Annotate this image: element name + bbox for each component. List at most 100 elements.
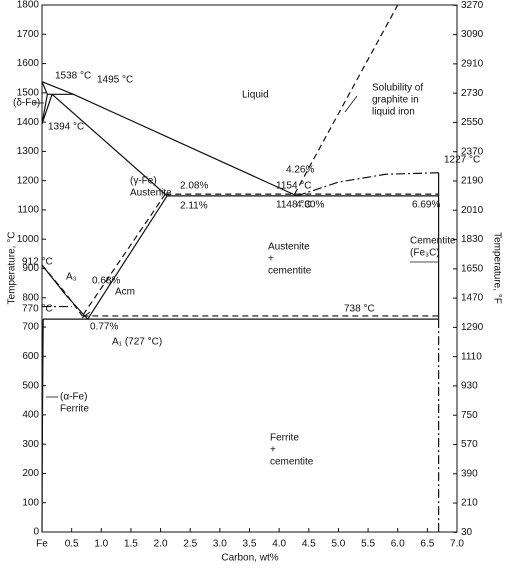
annotation: Ferrite — [270, 433, 299, 444]
annotation: Liquid — [242, 90, 269, 101]
y2-tick-label: 1110 — [461, 351, 482, 362]
x-tick-label: 2.0 — [154, 539, 168, 550]
annotation: 4.26% — [286, 165, 314, 176]
y-tick-label: 1400 — [17, 117, 40, 128]
annotation: 1495 °C — [97, 75, 133, 86]
y2-tick-label: 930 — [461, 381, 478, 392]
x-tick-label: 5.0 — [331, 539, 345, 550]
phase-boundary — [41, 94, 48, 124]
y-tick-label: 400 — [22, 410, 39, 421]
phase-boundary — [294, 4, 399, 195]
x-tick-label: 6.0 — [391, 539, 405, 550]
annotation: 1154 °C — [276, 181, 312, 192]
y2-tick-label: 30 — [461, 527, 473, 538]
annotation: 738 °C — [344, 304, 375, 315]
y-tick-label: 700 — [22, 322, 39, 333]
annotation: 2.11% — [180, 201, 208, 212]
y2-tick-label: 2190 — [461, 176, 484, 187]
y-tick-label: 1200 — [17, 175, 40, 186]
annotation: (γ-Fe) — [130, 176, 157, 187]
annotation: 1394 °C — [48, 122, 84, 133]
annotation: Ferrite — [60, 404, 89, 415]
y2-tick-label: 210 — [461, 498, 478, 509]
annotation: 1148 °C — [276, 200, 312, 211]
leader-line — [344, 95, 358, 113]
x-tick-label: 6.5 — [420, 539, 434, 550]
phase-boundary — [51, 93, 168, 197]
y-tick-label: 900 — [22, 263, 39, 274]
phase-boundary — [87, 195, 168, 320]
phase-boundary — [41, 264, 83, 317]
y2-tick-label: 3270 — [461, 0, 484, 11]
annotation: Acm — [115, 287, 135, 298]
y2-tick-label: 2730 — [461, 88, 484, 99]
y-tick-label: 1000 — [17, 234, 40, 245]
annotation: (Fe₃C) — [410, 248, 440, 259]
annotation: Cementite — [410, 236, 456, 247]
y-axis-title: Temperature, °C — [7, 232, 18, 305]
annotation: graphite in — [372, 95, 419, 106]
x-tick-label: 2.5 — [183, 539, 197, 550]
y2-tick-label: 390 — [461, 468, 478, 479]
annotation: 2.08% — [180, 181, 208, 192]
y-tick-label: 100 — [22, 497, 39, 508]
annotation: 6.69% — [412, 200, 440, 211]
annotation: Austenite — [130, 188, 172, 199]
y-tick-label: 1500 — [17, 87, 40, 98]
y2-tick-label: 1470 — [461, 293, 484, 304]
annotation: 0.68% — [92, 276, 120, 287]
y-tick-label: 1700 — [17, 29, 40, 40]
phase-boundary — [41, 94, 53, 125]
y-tick-label: 1300 — [17, 146, 40, 157]
annotation: 0.77% — [90, 322, 118, 333]
x-tick-label: 1.0 — [94, 539, 108, 550]
annotation: 1227 °C — [444, 155, 480, 166]
x-tick-label: 3.5 — [243, 539, 257, 550]
annotation: cementite — [268, 266, 312, 277]
annotation: + — [268, 254, 274, 265]
y-tick-label: 1800 — [17, 0, 40, 11]
y-tick-label: 0 — [33, 527, 39, 538]
annotation: A₁ (727 °C) — [112, 337, 162, 348]
y2-tick-label: 2010 — [461, 205, 484, 216]
y2-tick-label: 1650 — [461, 263, 484, 274]
x-axis-title: Carbon, wt% — [221, 553, 278, 564]
y2-tick-label: 2370 — [461, 146, 484, 157]
y2-axis-title: Temperature, °F — [491, 232, 502, 304]
x-tick-label: 3.0 — [213, 539, 227, 550]
y-tick-label: 300 — [22, 439, 39, 450]
annotation: (δ-Fe) — [13, 98, 40, 109]
annotation: A₃ — [66, 272, 77, 283]
y2-tick-label: 2550 — [461, 117, 484, 128]
y2-tick-label: 750 — [461, 410, 478, 421]
y-tick-label: 1100 — [17, 205, 39, 216]
y2-tick-label: 2910 — [461, 59, 484, 70]
x-tick-label: 4.0 — [272, 539, 286, 550]
phase-boundary — [41, 319, 44, 533]
annotation: 4.30% — [296, 200, 324, 211]
phase-boundary — [296, 172, 439, 197]
y-tick-label: 500 — [22, 380, 39, 391]
annotation: cementite — [270, 457, 314, 468]
annotation: 912 °C — [22, 257, 53, 268]
annotation: + — [270, 445, 276, 456]
y-tick-label: 200 — [22, 468, 39, 479]
x-tick-label: 7.0 — [450, 539, 464, 550]
leader-line — [81, 311, 91, 319]
annotation: (α-Fe) — [60, 392, 87, 403]
x-tick-label: 0.5 — [65, 539, 79, 550]
y-tick-label: 600 — [22, 351, 39, 362]
x-tick-label: 5.5 — [361, 539, 375, 550]
y-tick-label: 800 — [22, 292, 39, 303]
y2-tick-label: 570 — [461, 439, 478, 450]
annotation: Austenite — [268, 242, 310, 253]
y2-tick-label: 1290 — [461, 322, 484, 333]
annotation: 770 °C — [22, 304, 53, 315]
x-tick-label: Fe — [36, 539, 48, 550]
annotation: 1538 °C — [55, 71, 91, 82]
y2-tick-label: 3090 — [461, 29, 484, 40]
annotation: Solubility of — [372, 83, 423, 94]
annotation: liquid iron — [372, 107, 415, 118]
